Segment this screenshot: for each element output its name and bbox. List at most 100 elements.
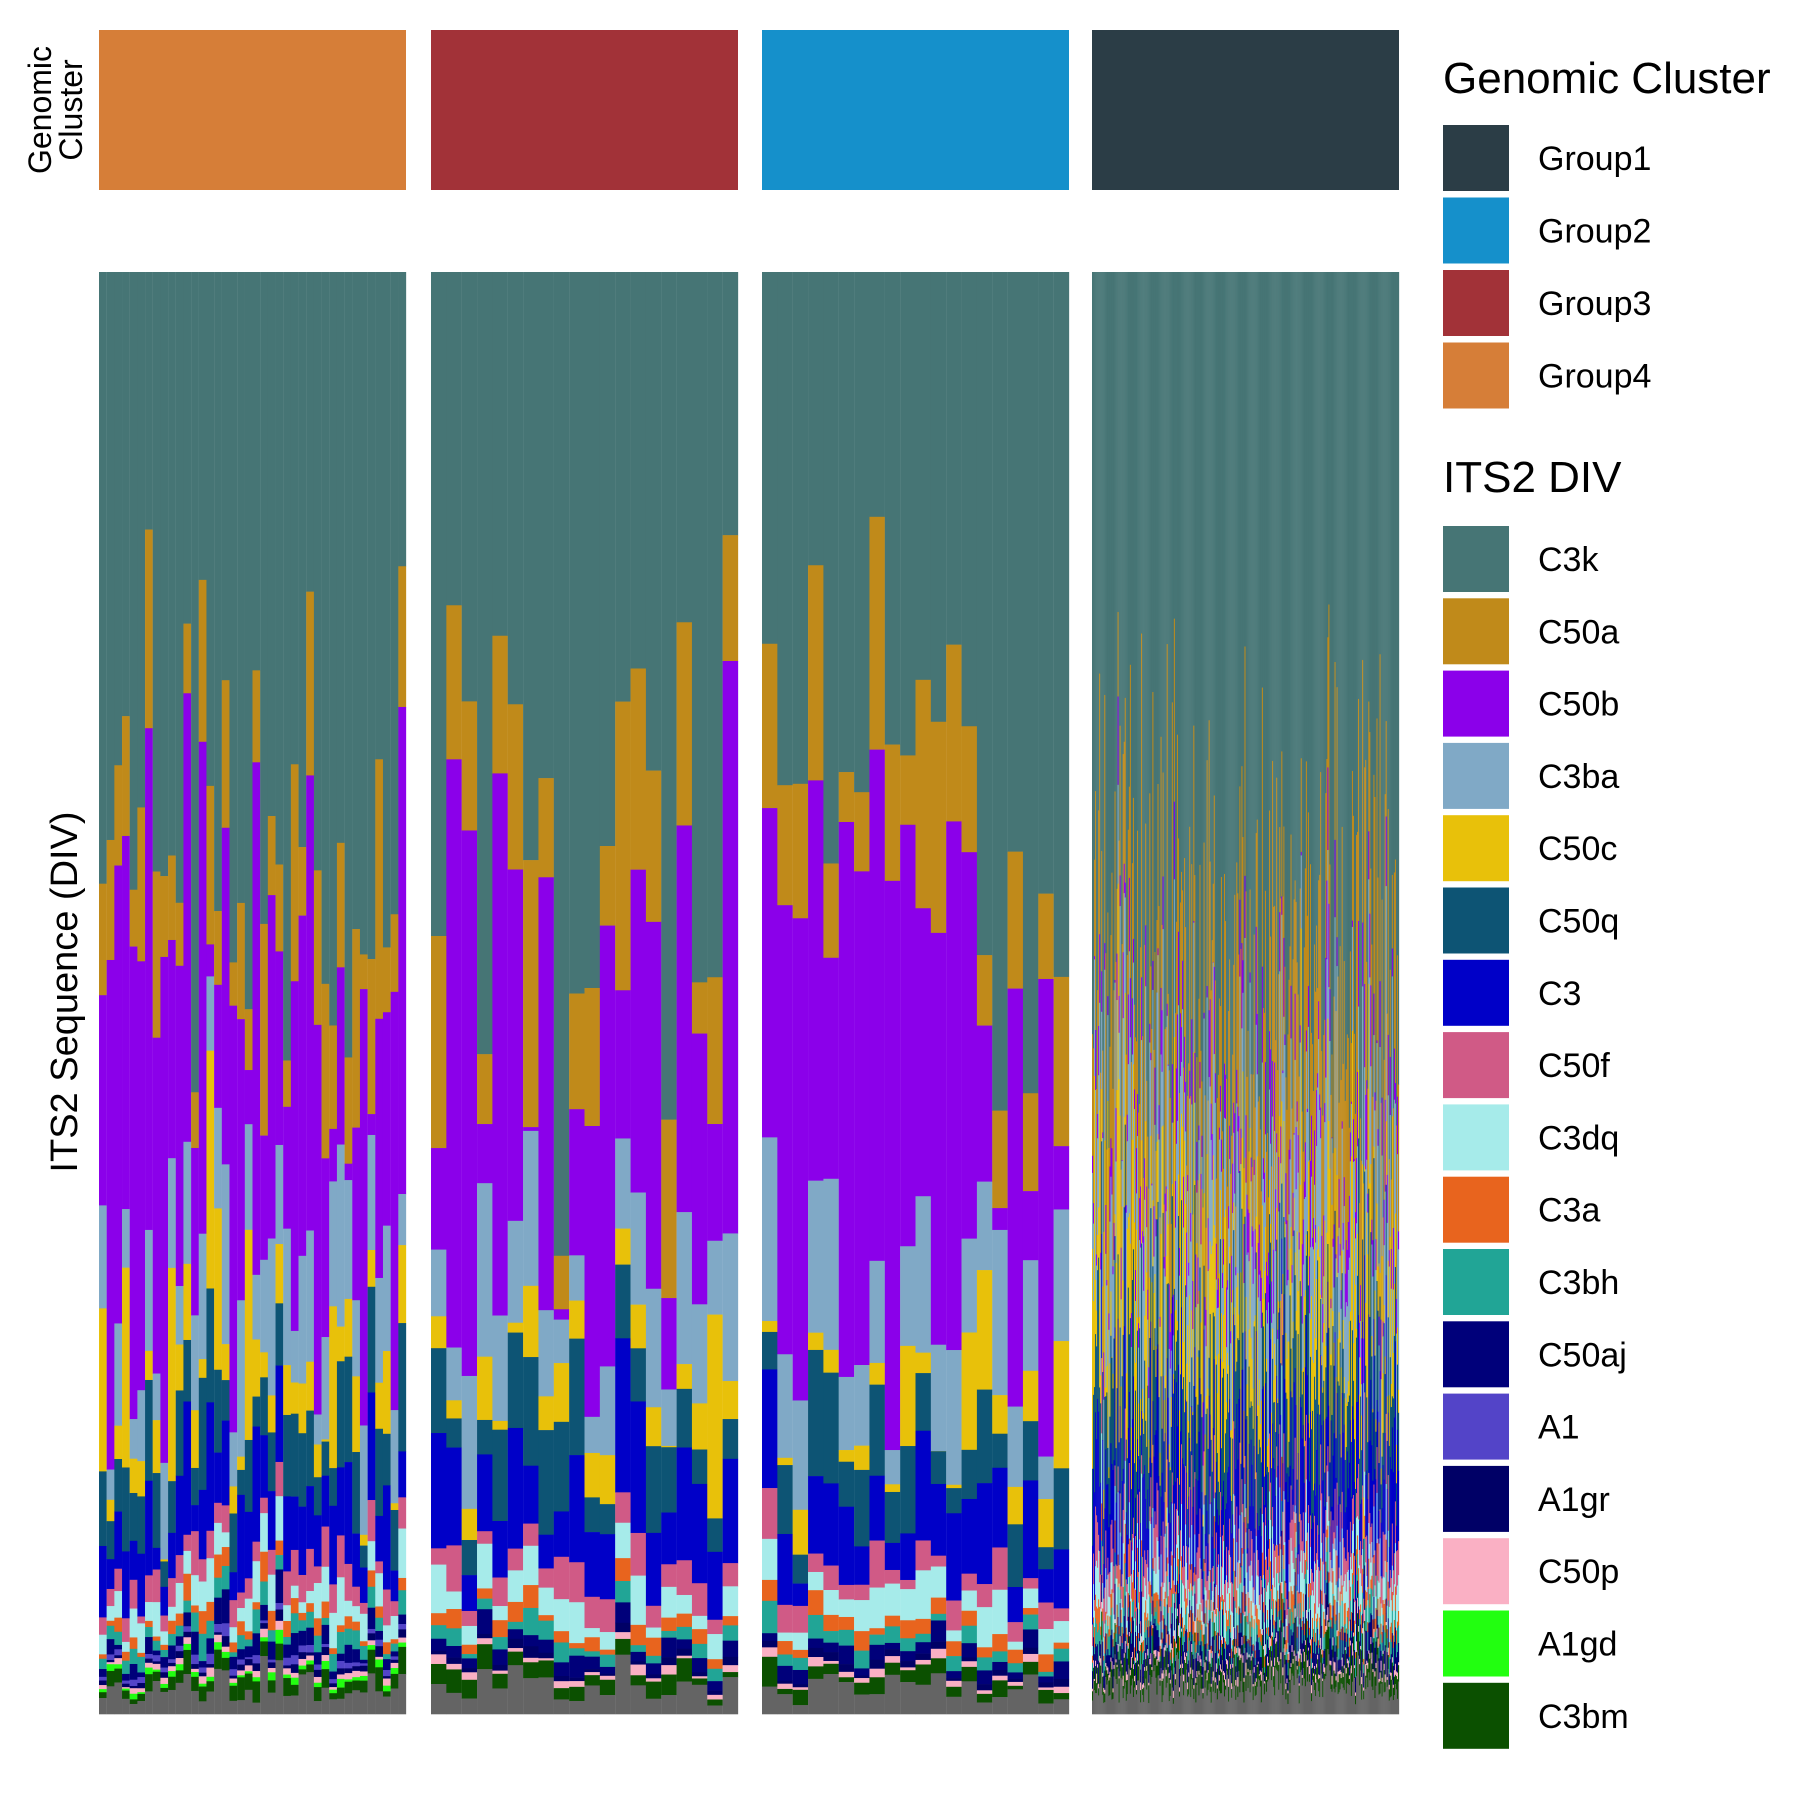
bar-segment-c50b	[1218, 1127, 1221, 1140]
bar-segment-a1gr	[884, 1649, 901, 1657]
bar-segment-c3k	[390, 272, 399, 915]
bar-segment-c3ba	[1308, 1313, 1311, 1416]
bar-segment-other	[1233, 1657, 1235, 1715]
bar-segment-c3k	[661, 272, 677, 1120]
bar-segment-c3dq	[1143, 1596, 1145, 1641]
bar-segment-c50f	[1250, 1530, 1252, 1562]
bar-segment-a1gr	[1187, 1672, 1189, 1683]
bar-segment-c50f	[1161, 1582, 1163, 1621]
bar-segment-c50q	[244, 1439, 253, 1513]
bar-segment-c3bh	[1110, 1615, 1112, 1636]
bar-segment-c50a	[398, 566, 407, 708]
bar-segment-a1gr	[1109, 1664, 1111, 1673]
bar-segment-c50c	[1181, 1113, 1183, 1201]
bar-segment-c3a	[290, 1598, 299, 1614]
bar-segment-c50c	[584, 1452, 600, 1498]
bar-segment-c50aj	[1159, 1661, 1161, 1677]
bar-segment-c3	[1241, 1369, 1243, 1480]
bar-segment-c3dq	[1278, 1583, 1280, 1600]
bar-segment-c3bm	[313, 1687, 322, 1702]
bar-segment-c50aj	[1170, 1623, 1172, 1638]
bar-segment-other	[946, 1696, 962, 1715]
bar-segment-a1gr	[1231, 1675, 1233, 1684]
bar-segment-c50f	[1224, 1583, 1226, 1603]
bar-segment-c50a	[1291, 1108, 1293, 1266]
bar-segment-c50a	[1146, 1080, 1148, 1187]
bar-segment-c50p	[1304, 1640, 1307, 1646]
bar-segment-c3ba	[191, 1315, 199, 1411]
bar-segment-c50c	[1096, 1310, 1098, 1347]
bar-segment-c50f	[1176, 1478, 1179, 1511]
bar-segment-c3	[676, 1447, 693, 1561]
bar-segment-c3ba	[661, 1389, 677, 1447]
bar-segment-c50q	[1268, 1472, 1270, 1521]
bar-segment-c50aj	[1231, 1664, 1233, 1676]
bar-segment-c50b	[645, 921, 662, 1290]
bar-segment-c50p	[1216, 1685, 1219, 1689]
bar-segment-c50c	[306, 1361, 315, 1411]
bar-segment-other	[1105, 1677, 1107, 1715]
bar-segment-c3bh	[431, 1625, 447, 1640]
bar-segment-c3bh	[1255, 1622, 1257, 1642]
bar-segment-c3dq	[1222, 1541, 1225, 1600]
bar-segment-c50b	[1262, 1158, 1265, 1180]
bar-segment-c50f	[122, 1618, 130, 1643]
bar-segment-c3ba	[290, 1330, 299, 1383]
bar-segment-c50b	[1285, 1173, 1287, 1225]
bar-segment-c50a	[1133, 1004, 1136, 1090]
bar-segment-c50q	[1310, 1429, 1313, 1530]
bar-segment-a1gr	[221, 1636, 230, 1647]
bar-segment-other	[1304, 1686, 1307, 1715]
bar-segment-c50c	[1022, 1370, 1039, 1422]
bar-segment-other	[1138, 1680, 1140, 1715]
bar-segment-c3a	[1292, 1594, 1294, 1625]
bar-segment-c50f	[645, 1605, 662, 1628]
bar-segment-c3bm	[869, 1677, 885, 1695]
bar-segment-c3ba	[1269, 1089, 1271, 1181]
bar-segment-c3a	[1277, 1590, 1279, 1618]
bar-segment-c50b	[1173, 801, 1176, 880]
bar-segment-c3bh	[1098, 1629, 1100, 1662]
bar-segment-c3ba	[1263, 1202, 1266, 1271]
bar-segment-c50q	[1164, 1388, 1166, 1434]
bar-segment-c50a	[1236, 862, 1238, 1071]
bar-segment-c3ba	[1121, 1161, 1123, 1207]
bar-segment-c50b	[1307, 985, 1310, 1028]
bar-segment-c50q	[1053, 1468, 1070, 1550]
bar-segment-other	[1172, 1703, 1175, 1715]
bar-segment-c50a	[1240, 948, 1242, 1129]
bar-segment-c3k	[1297, 272, 1299, 995]
bar-segment-a1gr	[961, 1657, 978, 1662]
bar-segment-c50b	[1109, 1166, 1111, 1222]
bar-segment-c50aj	[1282, 1652, 1284, 1665]
bar-segment-c50f	[808, 1553, 824, 1573]
bar-segment-c3ba	[1322, 1342, 1324, 1388]
bar-segment-c3dq	[1159, 1621, 1161, 1647]
bar-segment-c50a	[267, 816, 276, 896]
bar-segment-c50b	[237, 1019, 245, 1301]
bar-segment-c50aj	[1254, 1665, 1256, 1678]
bar-segment-c50p	[1194, 1621, 1196, 1633]
bar-segment-c50f	[1247, 1592, 1249, 1625]
bar-segment-c50a	[1210, 990, 1212, 1105]
bar-segment-c3a	[1101, 1503, 1103, 1541]
bar-segment-c50a	[1294, 880, 1296, 995]
bar-segment-a1gr	[359, 1665, 368, 1672]
bar-segment-c3bm	[1222, 1675, 1225, 1683]
bar-segment-c50p	[352, 1670, 361, 1678]
bar-segment-c3a	[336, 1625, 345, 1633]
bar-segment-c50aj	[446, 1646, 462, 1658]
bar-segment-c3k	[1152, 272, 1154, 693]
bar-segment-c50aj	[191, 1631, 199, 1655]
bar-segment-c3bh	[1194, 1581, 1196, 1594]
bar-segment-c3bh	[290, 1613, 299, 1634]
bar-segment-c50q	[160, 1561, 169, 1588]
bar-segment-c3bh	[1317, 1621, 1319, 1630]
bar-segment-c3a	[507, 1601, 524, 1623]
bar-segment-c3	[1224, 1550, 1226, 1585]
bar-segment-c3bh	[252, 1609, 261, 1634]
bar-segment-c50c	[507, 1322, 524, 1333]
bar-segment-c3bm	[1188, 1676, 1190, 1695]
bar-segment-c50b	[1320, 1107, 1322, 1139]
bar-segment-a1gr	[1195, 1669, 1197, 1679]
